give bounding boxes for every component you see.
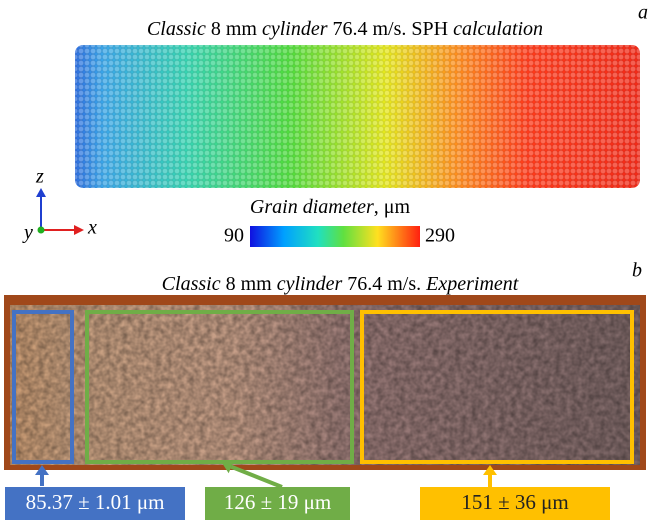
title-part: cylinder	[277, 273, 343, 295]
sph-particles	[75, 45, 640, 188]
region-label: 85.37 ± 1.01 μm	[26, 490, 165, 514]
colorbar-label: Grain diameter	[250, 196, 374, 218]
figure: Classic 8 mm cylinder 76.4 m/s. SPH calc…	[0, 0, 650, 526]
axis-label: y	[22, 222, 33, 244]
colorbar-unit: , μm	[374, 196, 411, 218]
y-axis-dot	[38, 227, 45, 234]
axis-label: z	[35, 166, 44, 188]
title-part: Classic	[147, 18, 206, 40]
colorbar-min: 90	[224, 225, 244, 247]
panel-letter: b	[632, 260, 642, 282]
panel-title: Classic 8 mm cylinder 76.4 m/s. SPH calc…	[147, 18, 543, 40]
title-part: Classic	[162, 273, 221, 295]
title-part: 8 mm	[206, 18, 262, 40]
colorbar-max: 290	[425, 225, 455, 247]
panel-letter: a	[638, 2, 648, 24]
colorbar-title: Grain diameter, μm	[250, 196, 411, 218]
title-part: cylinder	[262, 18, 328, 40]
title-part: Experiment	[425, 273, 519, 295]
title-part: 8 mm	[221, 273, 277, 295]
region-label: 151 ± 36 μm	[461, 490, 568, 514]
axis-label: x	[87, 217, 97, 239]
title-part: calculation	[453, 18, 543, 40]
x-arrow	[74, 225, 84, 235]
title-part: 76.4 m/s.	[342, 273, 426, 295]
grain-texture	[10, 305, 640, 465]
colorbar	[250, 226, 420, 247]
title-part: 76.4 m/s. SPH	[327, 18, 453, 40]
panel-title: Classic 8 mm cylinder 76.4 m/s. Experime…	[162, 273, 519, 295]
z-arrow	[36, 188, 46, 197]
region-label: 126 ± 19 μm	[224, 490, 331, 514]
